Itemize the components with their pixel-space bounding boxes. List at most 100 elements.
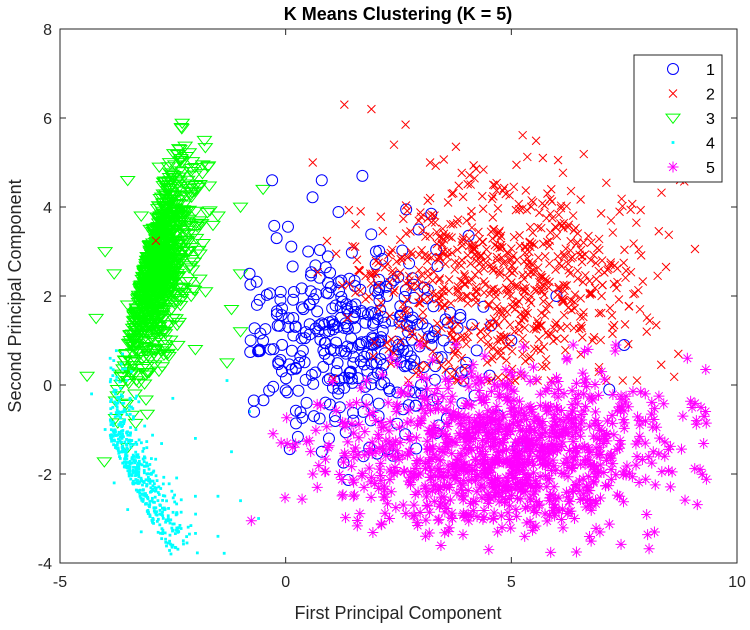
data-point	[626, 267, 636, 277]
data-point	[449, 473, 461, 485]
data-point	[695, 401, 707, 413]
data-point	[483, 337, 493, 347]
data-point	[598, 466, 610, 478]
data-point	[428, 419, 440, 431]
legend-entry: 3	[664, 111, 715, 128]
data-point	[457, 459, 469, 471]
data-point	[467, 505, 479, 517]
data-point	[168, 199, 185, 211]
data-point	[477, 300, 490, 313]
data-point	[620, 390, 632, 402]
data-point	[161, 510, 164, 514]
data-point	[532, 322, 542, 332]
data-point	[382, 338, 392, 348]
data-point	[112, 390, 116, 394]
data-point	[557, 297, 567, 306]
data-point	[526, 352, 536, 362]
legend-label: 2	[706, 87, 715, 104]
data-point	[607, 389, 619, 401]
data-point	[113, 428, 117, 432]
data-point	[560, 486, 572, 498]
data-point	[151, 433, 154, 437]
data-point	[438, 446, 450, 458]
data-point	[556, 203, 566, 213]
data-point	[465, 365, 477, 377]
data-point	[111, 434, 115, 438]
data-point	[370, 338, 379, 347]
data-point	[424, 506, 436, 518]
data-point	[184, 157, 201, 168]
data-point	[406, 227, 415, 236]
data-point	[463, 433, 475, 445]
data-point	[700, 417, 712, 429]
data-point	[252, 344, 265, 357]
data-point	[463, 298, 473, 308]
data-point	[351, 288, 360, 298]
data-point	[505, 490, 517, 502]
data-point	[566, 246, 575, 255]
data-point	[546, 376, 558, 388]
data-point	[433, 462, 445, 474]
data-point	[394, 436, 406, 448]
data-point	[441, 430, 453, 442]
data-point	[641, 508, 653, 520]
data-point	[364, 443, 376, 455]
data-point	[356, 286, 365, 296]
data-point	[114, 446, 117, 449]
data-point	[613, 401, 625, 413]
data-point	[466, 474, 478, 486]
data-point	[545, 546, 557, 558]
data-point	[630, 438, 642, 450]
data-point	[636, 205, 646, 215]
data-point	[446, 390, 458, 402]
data-point	[130, 457, 134, 461]
data-point	[403, 431, 415, 443]
data-point	[690, 415, 702, 427]
data-point	[188, 233, 205, 245]
data-point	[121, 410, 125, 414]
data-point	[614, 438, 626, 450]
data-point	[457, 353, 467, 363]
data-point	[439, 506, 451, 518]
data-point	[128, 327, 145, 339]
data-point	[585, 290, 595, 299]
data-point	[334, 469, 346, 481]
data-point	[473, 385, 485, 397]
data-point	[591, 433, 603, 445]
data-point	[182, 277, 199, 288]
data-point	[534, 452, 546, 464]
data-point	[534, 470, 546, 482]
data-point	[544, 299, 554, 309]
data-point	[179, 498, 183, 502]
data-point	[126, 508, 130, 511]
data-point	[543, 189, 552, 199]
data-point	[500, 423, 512, 435]
data-point	[451, 487, 463, 499]
data-point	[323, 440, 335, 452]
data-point	[209, 211, 226, 222]
x-tick-label: 0	[281, 574, 290, 591]
data-point	[606, 216, 616, 225]
data-point	[176, 547, 180, 551]
data-point	[561, 244, 571, 254]
data-point	[305, 266, 318, 279]
data-point	[513, 407, 525, 419]
data-point	[366, 279, 376, 288]
data-point	[570, 427, 582, 439]
data-point	[149, 486, 153, 490]
data-point	[611, 489, 623, 501]
data-point	[175, 526, 179, 530]
data-point	[272, 358, 285, 371]
data-point	[525, 237, 535, 247]
data-point	[528, 361, 540, 373]
data-point	[595, 448, 607, 460]
data-point	[524, 247, 534, 257]
data-point	[519, 469, 531, 481]
data-point	[148, 481, 152, 485]
data-point	[518, 349, 527, 359]
data-point	[115, 396, 119, 400]
data-point	[521, 501, 533, 513]
data-point	[133, 481, 137, 485]
data-point	[129, 445, 133, 449]
